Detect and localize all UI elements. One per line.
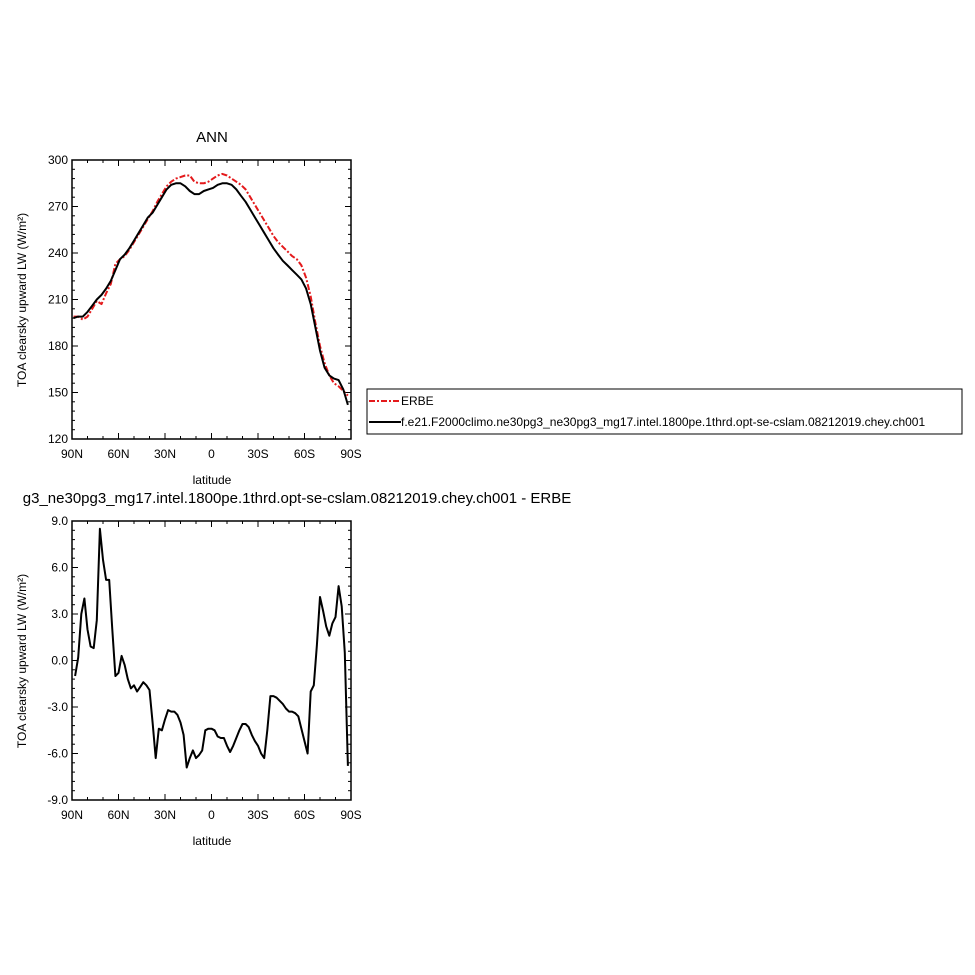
top-ytick-label: 240 [48, 246, 68, 260]
legend: ERBE f.e21.F2000climo.ne30pg3_ne30pg3_mg… [366, 388, 963, 435]
bottom-chart-frame [71, 520, 352, 801]
bottom-ytick-label: 6.0 [51, 561, 68, 575]
top-chart-ticks: 90N 60N 30N 0 30S 60S 90S 120 150 180 210 240 270 300 [48, 153, 362, 461]
top-chart-title: ANN [196, 129, 228, 146]
top-xtick-label: 60N [107, 447, 129, 461]
bottom-xtick-label: 90S [340, 808, 361, 822]
legend-box [366, 388, 963, 435]
bottom-series-line-0 [74, 527, 349, 769]
top-chart-ylabel: TOA clearsky upward LW (W/m²) [15, 213, 29, 387]
top-ytick-label: 150 [48, 386, 68, 400]
bottom-ytick-label: 9.0 [51, 514, 68, 528]
bottom-ytick-label: 3.0 [51, 607, 68, 621]
bottom-xtick-label: 0 [208, 808, 215, 822]
top-ytick-label: 120 [48, 432, 68, 446]
bottom-chart-ticks: 90N 60N 30N 0 30S 60S 90S -9.0 -6.0 -3.0 0.0 3.0 6.0… [47, 514, 361, 822]
legend-label-model: f.e21.F2000climo.ne30pg3_ne30pg3_mg17.in… [401, 415, 925, 429]
top-chart-series [73, 172, 349, 406]
bottom-xtick-label: 90N [61, 808, 83, 822]
bottom-xtick-label: 60N [107, 808, 129, 822]
top-xtick-label: 30N [154, 447, 176, 461]
bottom-xtick-label: 30S [247, 808, 268, 822]
bottom-ytick-label: -3.0 [47, 700, 68, 714]
bottom-ytick-label: -6.0 [47, 747, 68, 761]
legend-label-erbe: ERBE [401, 394, 434, 408]
top-series-line-0 [73, 172, 349, 397]
top-ytick-label: 300 [48, 153, 68, 167]
top-xtick-label: 90S [340, 447, 361, 461]
bottom-ytick-label: -9.0 [47, 793, 68, 807]
bottom-chart-title: g3_ne30pg3_mg17.intel.1800pe.1thrd.opt-s… [23, 490, 571, 507]
top-chart: ANN 90N 60N 30N 0 30S 60S 90S 120 150 180 210 240 27… [15, 129, 362, 487]
bottom-xtick-label: 30N [154, 808, 176, 822]
bottom-chart: g3_ne30pg3_mg17.intel.1800pe.1thrd.opt-s… [15, 490, 571, 848]
bottom-xtick-label: 60S [294, 808, 315, 822]
bottom-ytick-label: 0.0 [51, 654, 68, 668]
top-xtick-label: 0 [208, 447, 215, 461]
top-ytick-label: 210 [48, 293, 68, 307]
top-chart-xlabel: latitude [193, 473, 232, 487]
top-ytick-label: 270 [48, 200, 68, 214]
top-ytick-label: 180 [48, 339, 68, 353]
top-xtick-label: 60S [294, 447, 315, 461]
top-xtick-label: 90N [61, 447, 83, 461]
top-xtick-label: 30S [247, 447, 268, 461]
bottom-chart-ylabel: TOA clearsky upward LW (W/m²) [15, 574, 29, 748]
top-series-line-1 [73, 182, 349, 406]
bottom-chart-series [74, 527, 349, 769]
top-chart-frame [71, 159, 352, 440]
bottom-chart-xlabel: latitude [193, 834, 232, 848]
